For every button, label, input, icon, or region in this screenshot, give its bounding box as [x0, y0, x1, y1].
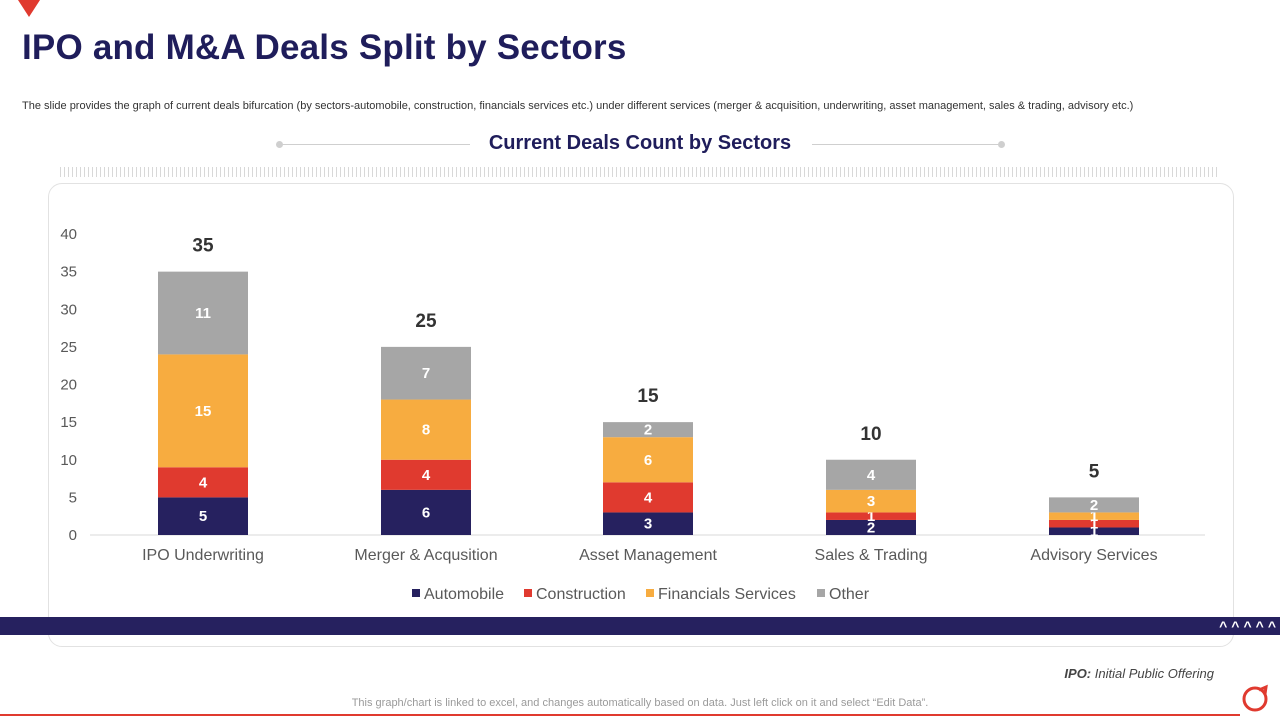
- chevron-up-icon: ^: [1231, 618, 1240, 634]
- bar-segment-other: [381, 346, 471, 400]
- legend-label: Financials Services: [658, 586, 796, 603]
- bar-segment-financials-services: [1049, 512, 1139, 520]
- bar-segment-other: [1049, 497, 1139, 513]
- y-tick-label: 35: [60, 264, 77, 281]
- brand-logo-icon: [1242, 684, 1268, 712]
- bar-data-label: 7: [422, 365, 430, 382]
- bar-data-label: 1: [1090, 516, 1098, 533]
- footnote-definition: Initial Public Offering: [1094, 666, 1214, 681]
- bar-data-label: 4: [644, 489, 653, 506]
- bar-total-label: 15: [637, 386, 659, 407]
- legend-swatch-automobile: [412, 589, 420, 597]
- bar-segment-financials-services: [158, 354, 248, 468]
- bar-segment-automobile: [158, 497, 248, 535]
- title-line-dot-right: [998, 141, 1005, 148]
- chevron-up-icon: ^: [1255, 618, 1264, 634]
- bar-segment-construction: [158, 467, 248, 498]
- bar-segment-financials-services: [381, 399, 471, 460]
- bar-segment-other: [826, 459, 916, 490]
- bar-total-label: 25: [415, 311, 437, 332]
- legend-swatch-construction: [524, 589, 532, 597]
- chart-title-row: Current Deals Count by Sectors: [0, 132, 1280, 158]
- y-tick-label: 15: [60, 414, 77, 431]
- legend-label: Construction: [536, 586, 626, 603]
- y-tick-label: 5: [69, 489, 77, 506]
- x-category-label: Sales & Trading: [815, 547, 928, 564]
- chart-title: Current Deals Count by Sectors: [488, 132, 792, 154]
- bar-data-label: 2: [1090, 497, 1098, 514]
- chevron-group: ^ ^ ^ ^ ^: [1219, 617, 1280, 635]
- bar-segment-automobile: [603, 512, 693, 535]
- footnote: IPO: Initial Public Offering: [1064, 666, 1214, 681]
- y-tick-label: 25: [60, 339, 77, 356]
- footer-navy-band: [0, 617, 1280, 635]
- bar-data-label: 5: [199, 508, 207, 525]
- bar-data-label: 6: [644, 452, 652, 469]
- legend-swatch-other: [817, 589, 825, 597]
- bar-segment-financials-services: [603, 437, 693, 483]
- bar-segment-financials-services: [826, 489, 916, 513]
- bar-data-label: 6: [422, 504, 430, 521]
- y-tick-label: 10: [60, 452, 77, 469]
- chevron-up-icon: ^: [1243, 618, 1252, 634]
- y-tick-label: 0: [69, 527, 77, 544]
- bar-data-label: 4: [422, 467, 431, 484]
- bar-data-label: 4: [867, 467, 876, 484]
- corner-accent-triangle: [18, 0, 40, 17]
- bar-total-label: 35: [192, 236, 214, 257]
- bar-data-label: 15: [195, 403, 212, 420]
- bottom-red-line: [0, 714, 1240, 716]
- bar-data-label: 8: [422, 422, 430, 439]
- bar-segment-other: [158, 271, 248, 355]
- bar-data-label: 1: [1090, 523, 1098, 540]
- bar-data-label: 1: [1090, 508, 1098, 525]
- y-tick-label: 40: [60, 226, 77, 243]
- bar-data-label: 3: [644, 516, 652, 533]
- decorative-tick-strip: [60, 167, 1218, 177]
- legend-swatch-financials-services: [646, 589, 654, 597]
- x-category-label: Merger & Acqusition: [354, 547, 497, 564]
- bar-data-label: 2: [867, 519, 875, 536]
- bar-total-label: 5: [1089, 461, 1100, 482]
- title-line-right: [812, 144, 1002, 145]
- bar-segment-construction: [1049, 519, 1139, 528]
- chart-frame: [48, 183, 1234, 647]
- x-category-label: Asset Management: [579, 547, 717, 564]
- footnote-abbreviation: IPO:: [1064, 666, 1092, 681]
- bar-segment-automobile: [826, 519, 916, 535]
- chevron-up-icon: ^: [1267, 618, 1276, 634]
- bar-segment-construction: [381, 459, 471, 490]
- y-tick-label: 30: [60, 301, 77, 318]
- bar-segment-automobile: [381, 489, 471, 535]
- title-line-left: [280, 144, 470, 145]
- title-line-dot-left: [276, 141, 283, 148]
- bar-data-label: 2: [644, 422, 652, 439]
- bar-segment-other: [603, 422, 693, 438]
- y-tick-label: 20: [60, 377, 77, 394]
- page-title: IPO and M&A Deals Split by Sectors: [22, 28, 627, 67]
- bar-segment-automobile: [1049, 527, 1139, 535]
- bar-segment-construction: [826, 512, 916, 520]
- bar-data-label: 1: [867, 508, 875, 525]
- bar-data-label: 11: [195, 305, 211, 322]
- edit-data-note: This graph/chart is linked to excel, and…: [351, 697, 929, 709]
- bar-total-label: 10: [860, 424, 881, 445]
- x-category-label: Advisory Services: [1030, 547, 1157, 564]
- bar-data-label: 3: [867, 493, 875, 510]
- x-category-label: IPO Underwriting: [142, 547, 264, 564]
- bar-data-label: 4: [199, 474, 208, 491]
- chevron-up-icon: ^: [1219, 618, 1228, 634]
- legend-label: Other: [829, 586, 870, 603]
- legend-label: Automobile: [424, 586, 504, 603]
- page-subtitle: The slide provides the graph of current …: [22, 100, 1134, 112]
- bar-segment-construction: [603, 482, 693, 513]
